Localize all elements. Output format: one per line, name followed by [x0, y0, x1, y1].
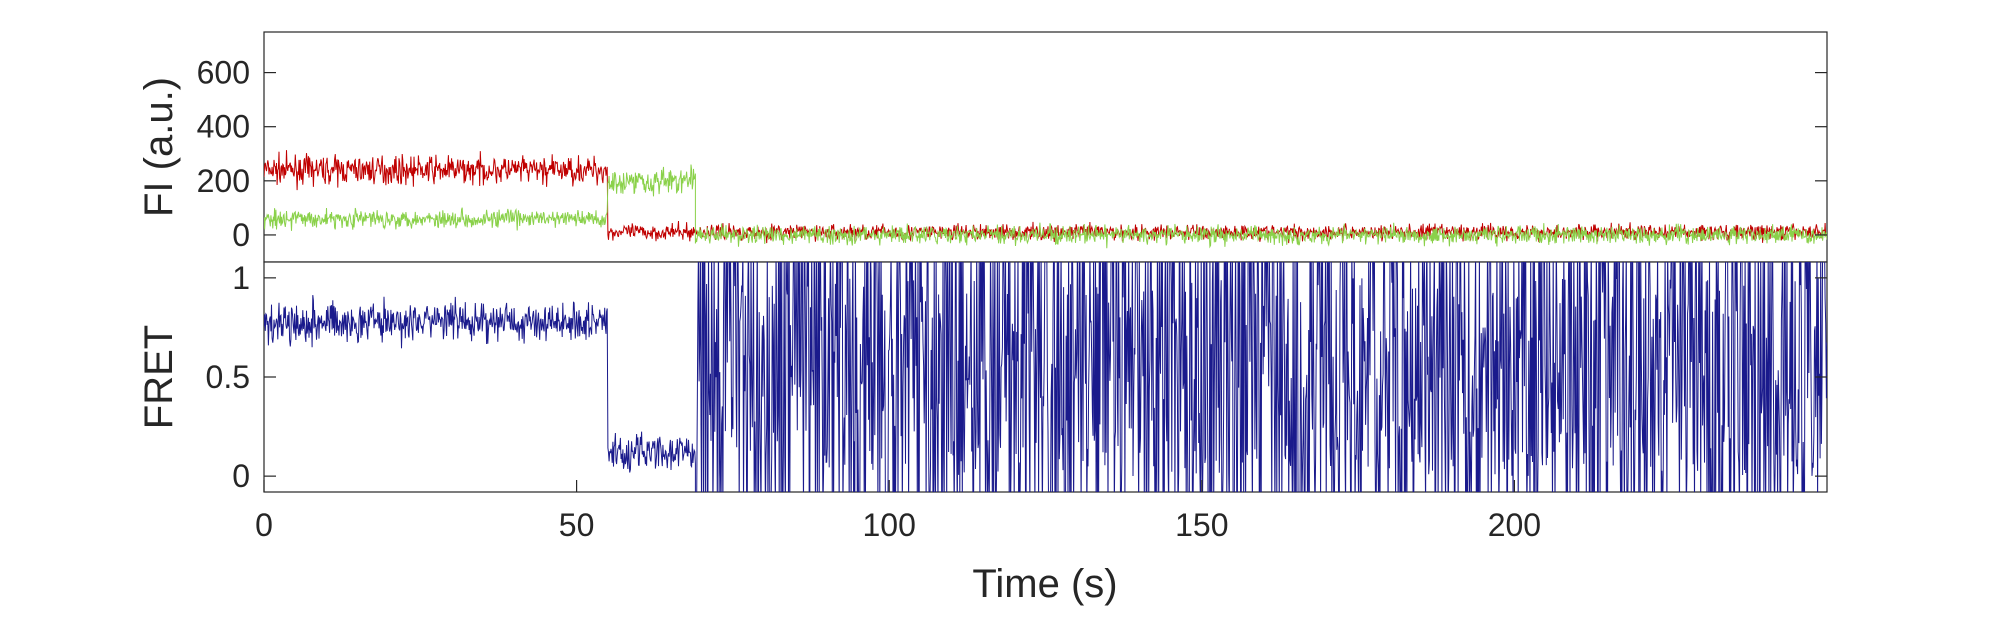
x-tick-label: 100: [863, 507, 916, 543]
y-tick-label: 200: [197, 163, 250, 199]
bottom-series-group: [264, 262, 1827, 492]
bottom-y-axis-label: FRET: [137, 325, 181, 429]
y-tick-label: 0: [232, 458, 250, 494]
x-tick-label: 150: [1175, 507, 1228, 543]
top-y-axis-label: FI (a.u.): [137, 77, 181, 217]
bottom-y-ticks: 00.51: [206, 260, 1827, 494]
bottom-x-ticks: 0 50 100 150 200: [255, 480, 1541, 543]
y-tick-label: 400: [197, 109, 250, 145]
y-tick-label: 0: [232, 217, 250, 253]
top-y-ticks: 0 200 400 600: [197, 55, 1827, 253]
bottom-panel: 00.51 0 50 100 150 200 FRET Time (s): [137, 260, 1828, 606]
top-panel: 0 200 400 600 FI (a.u.): [137, 31, 1828, 263]
y-tick-label: 1: [232, 260, 250, 296]
top-series-group: [264, 150, 1827, 249]
series-line-0-1: [264, 164, 1827, 249]
top-plot-area: [263, 31, 1828, 263]
y-tick-label: 600: [197, 55, 250, 91]
x-tick-label: 0: [255, 507, 273, 543]
x-axis-label: Time (s): [972, 562, 1117, 606]
series-line-1-0: [264, 262, 1827, 492]
x-tick-label: 50: [559, 507, 595, 543]
y-tick-label: 0.5: [206, 359, 250, 395]
x-tick-label: 200: [1488, 507, 1541, 543]
series-line-0-0: [264, 150, 1827, 244]
